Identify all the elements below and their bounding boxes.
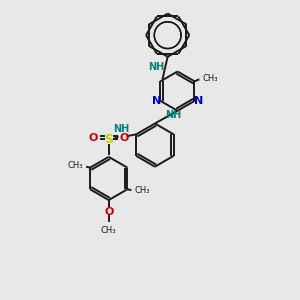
Text: CH₃: CH₃ — [68, 161, 83, 170]
Text: NH: NH — [165, 110, 181, 120]
Text: CH₃: CH₃ — [134, 186, 150, 195]
Text: CH₃: CH₃ — [202, 74, 218, 83]
Text: O: O — [88, 133, 98, 143]
Text: N: N — [194, 96, 203, 106]
Text: S: S — [104, 133, 113, 146]
Text: O: O — [104, 207, 113, 217]
Text: O: O — [120, 133, 129, 143]
Text: CH₃: CH₃ — [101, 226, 116, 235]
Text: N: N — [152, 96, 161, 106]
Text: NH: NH — [113, 124, 130, 134]
Text: NH: NH — [148, 62, 164, 72]
